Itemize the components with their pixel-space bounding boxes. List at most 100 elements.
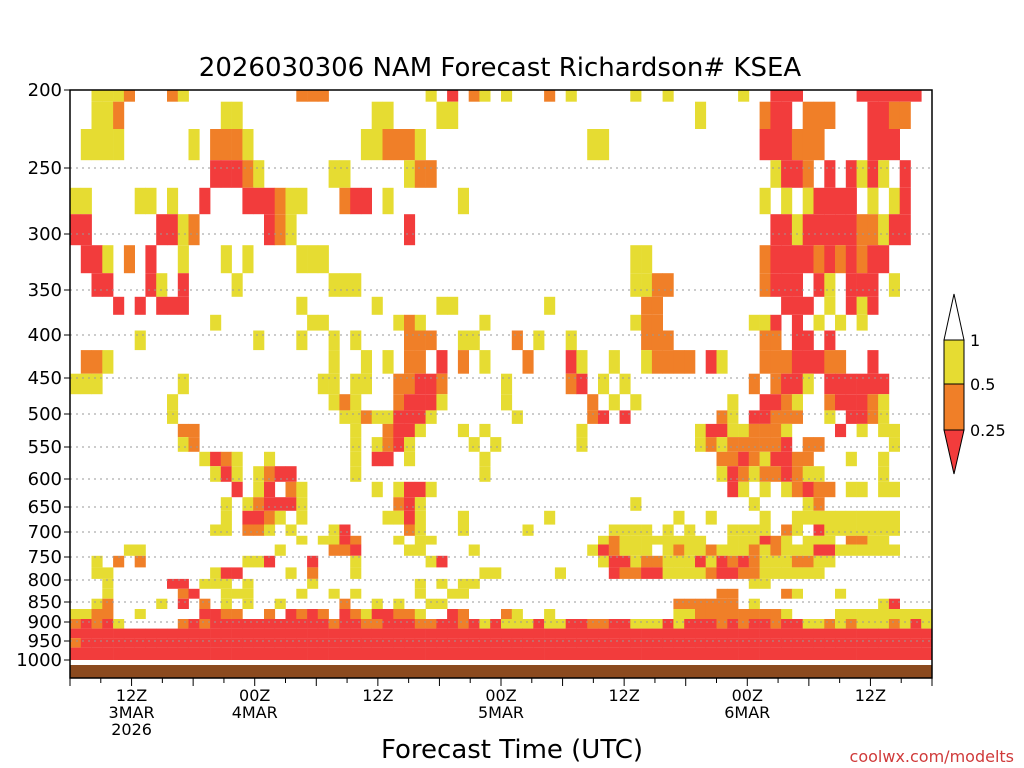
heatmap-cell: [350, 273, 362, 297]
heatmap-cell: [231, 466, 243, 482]
heatmap-cell: [641, 245, 653, 274]
y-axis: 200 250 300 350 400 450 500 550 600 650 700 7508008…: [16, 80, 70, 671]
heatmap-cell: [457, 647, 469, 660]
heatmap-cell: [781, 567, 793, 579]
heatmap-cell: [684, 350, 696, 374]
heatmap-cell: [188, 129, 200, 161]
heatmap-cell: [576, 350, 588, 374]
heatmap-cell: [587, 638, 599, 648]
heatmap-cell: [167, 296, 179, 315]
heatmap-cell: [835, 245, 847, 274]
heatmap-cell: [371, 598, 383, 609]
heatmap-cell: [382, 609, 394, 619]
heatmap-cell: [910, 638, 922, 648]
heatmap-cell: [70, 187, 82, 215]
heatmap-cell: [134, 330, 146, 351]
heatmap-cell: [813, 437, 825, 452]
heatmap-cell: [673, 555, 685, 568]
heatmap-cell: [70, 647, 82, 660]
heatmap-cell: [759, 524, 771, 536]
heatmap-cell: [813, 314, 825, 331]
heatmap-cell: [878, 423, 890, 438]
heatmap-cell: [845, 647, 857, 660]
heatmap-cell: [210, 628, 222, 639]
heatmap-cell: [253, 555, 265, 568]
heatmap-cell: [802, 437, 814, 452]
heatmap-cell: [781, 619, 793, 629]
heatmap-cell: [813, 628, 825, 639]
heatmap-cell: [404, 394, 416, 411]
heatmap-cell: [436, 296, 448, 315]
heatmap-cell: [544, 510, 556, 525]
heatmap-cell: [350, 373, 362, 395]
heatmap-cell: [738, 437, 750, 452]
heatmap-cell: [490, 567, 502, 579]
heatmap-cell: [188, 647, 200, 660]
heatmap-cell: [759, 350, 771, 374]
heatmap-cell: [404, 524, 416, 536]
heatmap-cell: [770, 330, 782, 351]
heatmap-cell: [113, 555, 125, 568]
heatmap-cell: [167, 187, 179, 215]
heatmap-cell: [296, 296, 308, 315]
heatmap-cell: [210, 451, 222, 467]
heatmap-cell: [404, 373, 416, 395]
heatmap-cell: [878, 510, 890, 525]
legend-label-0-5: 0.5: [970, 375, 995, 394]
x-tick-label: 00Z: [732, 686, 763, 705]
heatmap-cell: [350, 535, 362, 545]
heatmap-cell: [619, 544, 631, 556]
heatmap-cell: [457, 330, 469, 351]
heatmap-cell: [705, 638, 717, 648]
heatmap-cell: [113, 638, 125, 648]
heatmap-cell: [824, 330, 836, 351]
y-tick-label: 1000: [16, 650, 62, 671]
heatmap-cell: [748, 567, 760, 579]
y-tick-label: 700: [28, 522, 62, 543]
heatmap-cell: [231, 619, 243, 629]
heatmap-cell: [748, 598, 760, 609]
heatmap-cell: [845, 296, 857, 315]
heatmap-cell: [350, 588, 362, 599]
heatmap-cell: [425, 394, 437, 411]
heatmap-cell: [328, 273, 340, 297]
heatmap-cell: [490, 628, 502, 639]
heatmap-cell: [673, 510, 685, 525]
heatmap-cell: [145, 245, 157, 274]
heatmap-cell: [598, 373, 610, 395]
heatmap-cell: [360, 638, 372, 648]
heatmap-cell: [684, 535, 696, 545]
heatmap-cell: [285, 619, 297, 629]
heatmap-cell: [447, 647, 459, 660]
heatmap-cell: [845, 214, 857, 246]
heatmap-cell: [468, 544, 480, 556]
heatmap-cell: [835, 609, 847, 619]
heatmap-cell: [716, 567, 728, 579]
heatmap-cell: [393, 497, 405, 511]
heatmap-cell: [705, 567, 717, 579]
heatmap-cell: [220, 101, 232, 129]
heatmap-cell: [888, 638, 900, 648]
heatmap-cell: [727, 588, 739, 599]
heatmap-cell: [339, 638, 351, 648]
heatmap-cell: [479, 619, 491, 629]
heatmap-cell: [382, 101, 394, 129]
heatmap-cell: [770, 466, 782, 482]
heatmap-cell: [651, 619, 663, 629]
heatmap-cell: [123, 647, 135, 660]
heatmap-cell: [802, 350, 814, 374]
credit-text: coolwx.com/modelts: [850, 747, 1014, 766]
heatmap-cell: [554, 647, 566, 660]
heatmap-cell: [641, 330, 653, 351]
heatmap-cell: [921, 647, 933, 660]
heatmap-cell: [501, 609, 513, 619]
heatmap-cell: [479, 350, 491, 374]
heatmap-cell: [781, 423, 793, 438]
heatmap-cell: [770, 544, 782, 556]
heatmap-cell: [651, 314, 663, 331]
heatmap-cell: [888, 273, 900, 297]
heatmap-cell: [91, 628, 103, 639]
heatmap-cell: [425, 90, 437, 102]
heatmap-cell: [285, 187, 297, 215]
heatmap-cell: [317, 90, 329, 102]
